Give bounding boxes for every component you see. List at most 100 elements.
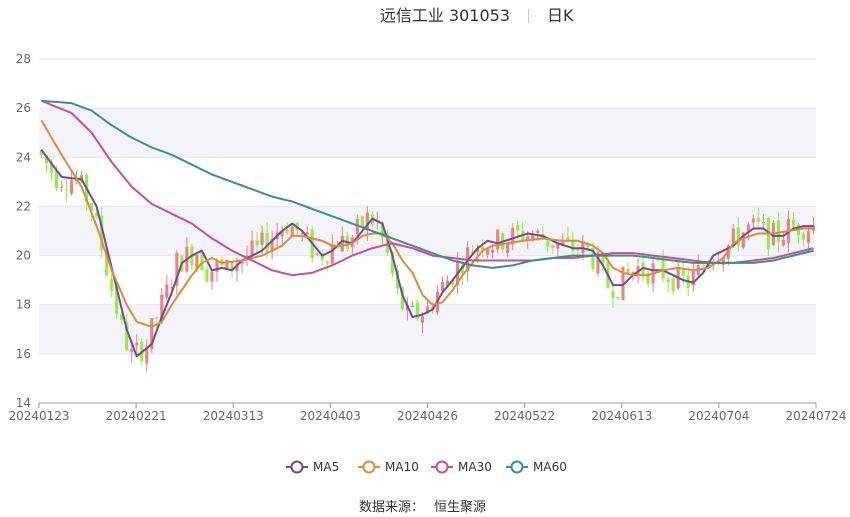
legend-marker bbox=[290, 460, 304, 474]
candle-body bbox=[601, 254, 605, 264]
legend-item-ma60[interactable]: MA60 bbox=[506, 460, 567, 474]
candle-body bbox=[471, 251, 475, 254]
legend-marker bbox=[435, 460, 449, 474]
candle-body bbox=[400, 287, 404, 310]
candle-body bbox=[255, 240, 259, 246]
candle-body bbox=[681, 268, 685, 276]
candle bbox=[445, 275, 450, 287]
candle-body bbox=[546, 240, 550, 247]
candle-body bbox=[741, 232, 745, 248]
candle-body bbox=[330, 244, 334, 264]
candle bbox=[70, 169, 74, 196]
candle-body bbox=[200, 252, 204, 271]
candle bbox=[696, 254, 700, 277]
candle-body bbox=[195, 254, 199, 269]
candle-body bbox=[110, 279, 114, 291]
candle-body bbox=[385, 233, 389, 253]
grid-band bbox=[39, 206, 816, 256]
candle bbox=[270, 230, 274, 260]
legend-marker bbox=[362, 460, 376, 474]
candle bbox=[280, 225, 284, 248]
legend-item-ma5[interactable]: MA5 bbox=[286, 460, 339, 474]
candle-body bbox=[410, 305, 415, 307]
x-tick-label: 20240724 bbox=[785, 409, 846, 423]
legend-item-ma10[interactable]: MA10 bbox=[358, 460, 419, 474]
candle-body bbox=[481, 247, 485, 251]
candle-body bbox=[235, 263, 239, 272]
candle bbox=[145, 339, 149, 372]
candle-body bbox=[461, 265, 465, 274]
candle bbox=[471, 244, 475, 255]
legend: MA5 MA10 MA30 MA60 bbox=[286, 460, 567, 474]
candle-body bbox=[596, 252, 600, 274]
candle-body bbox=[380, 222, 384, 238]
candle-body bbox=[701, 265, 705, 267]
y-axis: 14 16 18 20 22 24 26 28 bbox=[16, 52, 31, 410]
candle bbox=[60, 180, 64, 193]
candle-body bbox=[631, 272, 635, 276]
candle bbox=[756, 207, 760, 230]
candle-body bbox=[781, 240, 785, 246]
candle-body bbox=[325, 261, 329, 264]
candle-body bbox=[160, 294, 164, 319]
candle-body bbox=[425, 306, 430, 314]
candle-body bbox=[616, 296, 620, 299]
candle-body bbox=[536, 230, 540, 233]
candle-body bbox=[756, 217, 760, 222]
title-period: 日K bbox=[547, 6, 574, 25]
candle-body bbox=[100, 215, 104, 251]
x-tick-label: 20240613 bbox=[591, 409, 652, 423]
candle-body bbox=[205, 269, 209, 282]
candle-body bbox=[210, 271, 214, 282]
candle-body bbox=[44, 155, 49, 164]
candle-body bbox=[556, 243, 560, 249]
candle-body bbox=[491, 249, 495, 253]
candle-body bbox=[415, 302, 420, 319]
title-name: 远信工业 301053 bbox=[380, 6, 510, 25]
x-tick-label: 20240403 bbox=[300, 409, 361, 423]
candle bbox=[681, 262, 685, 285]
candle-body bbox=[285, 229, 289, 233]
candle bbox=[661, 249, 665, 283]
candle-body bbox=[105, 253, 109, 276]
candle bbox=[486, 247, 490, 259]
candle bbox=[260, 225, 264, 254]
candle-body bbox=[365, 212, 369, 231]
ma-line-ma30 bbox=[41, 99, 814, 277]
candle-body bbox=[90, 203, 94, 211]
candle bbox=[496, 228, 500, 254]
candle bbox=[691, 263, 695, 292]
candle bbox=[155, 316, 159, 330]
y-tick-label: 18 bbox=[16, 298, 31, 312]
candle-body bbox=[340, 235, 344, 252]
candle-body bbox=[661, 258, 665, 279]
candle-body bbox=[320, 253, 324, 260]
candle-body bbox=[54, 171, 59, 189]
candle bbox=[676, 258, 680, 291]
y-tick-label: 26 bbox=[16, 101, 31, 115]
candle bbox=[791, 211, 795, 228]
legend-item-ma30[interactable]: MA30 bbox=[431, 460, 492, 474]
candle bbox=[410, 301, 415, 307]
x-tick-label: 20240522 bbox=[494, 409, 555, 423]
candle-body bbox=[531, 235, 535, 240]
candle-body bbox=[150, 318, 154, 349]
candle bbox=[736, 217, 740, 252]
candle bbox=[200, 250, 204, 271]
candle bbox=[506, 241, 510, 258]
candle bbox=[591, 242, 595, 272]
candle-body bbox=[155, 317, 159, 319]
x-tick-label: 20240313 bbox=[203, 409, 264, 423]
candle-body bbox=[315, 253, 319, 255]
candle-body bbox=[165, 284, 169, 298]
candle bbox=[385, 229, 389, 257]
candle bbox=[781, 231, 785, 247]
candle bbox=[611, 282, 615, 308]
candle-body bbox=[175, 252, 179, 286]
candle bbox=[556, 243, 560, 258]
chart-title: 远信工业 301053 日K bbox=[380, 6, 574, 25]
candle-body bbox=[736, 227, 740, 246]
candle-body bbox=[49, 162, 54, 173]
candle-body bbox=[135, 342, 139, 346]
x-axis: 20240123 20240221 20240313 20240403 20240426… bbox=[8, 402, 847, 423]
